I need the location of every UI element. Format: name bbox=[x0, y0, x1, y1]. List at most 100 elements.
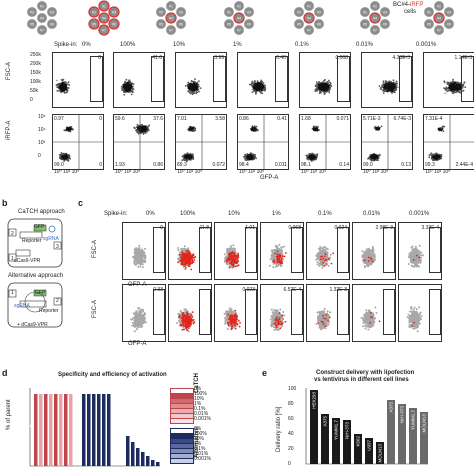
event-dot bbox=[372, 155, 375, 158]
event-dot bbox=[450, 84, 453, 87]
event-dot bbox=[248, 157, 251, 160]
cell-label: #3 bbox=[247, 11, 251, 15]
event-dot bbox=[57, 83, 60, 85]
cell-label: #3 bbox=[317, 11, 321, 15]
event-dot bbox=[309, 155, 311, 158]
gate-value: 0.068 bbox=[335, 55, 348, 61]
event-dot bbox=[229, 249, 232, 252]
event-dot bbox=[139, 252, 142, 255]
event-dot bbox=[131, 90, 134, 93]
cell-circle bbox=[243, 6, 255, 18]
event-dot bbox=[433, 156, 436, 159]
event-dot bbox=[134, 250, 137, 252]
event-dot bbox=[247, 156, 249, 158]
event-dot bbox=[143, 131, 145, 134]
event-dot bbox=[325, 83, 328, 86]
event-dot bbox=[189, 260, 192, 263]
flow-plot-fsc: 0.068 bbox=[299, 52, 351, 108]
event-dot bbox=[253, 129, 255, 131]
quadrant-value-ll: 99.3 bbox=[425, 162, 435, 168]
gate-box bbox=[199, 227, 211, 273]
event-dot bbox=[442, 125, 445, 128]
cell-label: #1 bbox=[437, 5, 441, 9]
cell-label: #3 bbox=[447, 11, 451, 15]
alt-step-1: 1 bbox=[11, 290, 14, 296]
event-dot bbox=[125, 78, 128, 81]
event-dot bbox=[322, 83, 324, 85]
event-dot bbox=[435, 157, 438, 160]
event-dot bbox=[447, 83, 450, 86]
ytick-fsc: 150k bbox=[30, 70, 41, 76]
event-dot bbox=[432, 153, 434, 156]
event-dot bbox=[259, 82, 262, 85]
gate-value: 11.8 bbox=[199, 225, 209, 231]
cell-label: #3 bbox=[179, 11, 183, 15]
event-dot bbox=[68, 129, 71, 131]
event-dot bbox=[232, 249, 235, 252]
event-dot bbox=[382, 80, 385, 83]
event-dot bbox=[234, 249, 237, 252]
event-dot bbox=[184, 253, 186, 255]
event-dot bbox=[191, 126, 194, 129]
cell-circle bbox=[233, 12, 245, 24]
event-dot bbox=[195, 92, 197, 95]
event-dot bbox=[315, 81, 318, 84]
event-dot bbox=[144, 261, 147, 263]
event-dot bbox=[319, 86, 322, 89]
event-dot bbox=[184, 257, 187, 260]
cell-label: #6 bbox=[447, 23, 451, 27]
spike-in-value: 0% bbox=[82, 42, 91, 48]
cell-label: #2 bbox=[297, 11, 301, 15]
event-dot bbox=[380, 125, 383, 128]
event-dot bbox=[72, 128, 74, 131]
event-dot bbox=[251, 82, 254, 85]
cell-circle bbox=[443, 18, 455, 30]
event-dot bbox=[227, 253, 230, 256]
event-dot bbox=[236, 264, 239, 267]
event-dot bbox=[66, 91, 69, 93]
event-dot bbox=[62, 78, 65, 81]
event-dot bbox=[137, 251, 140, 254]
cell-circle bbox=[303, 12, 315, 24]
cell-label: #5 bbox=[363, 23, 367, 27]
event-dot bbox=[143, 127, 145, 130]
flow-plot-irfp: 7.01 3.58 89.3 0.072 bbox=[175, 114, 227, 170]
event-dot bbox=[316, 154, 319, 157]
cell-label: #2 bbox=[30, 11, 34, 15]
flow-plot-fsc: 41.6 bbox=[113, 52, 165, 108]
event-dot bbox=[198, 80, 200, 82]
quadrant-value-lr: 0.86 bbox=[153, 162, 163, 168]
event-dot bbox=[252, 85, 255, 88]
event-dot bbox=[192, 91, 195, 94]
xtick-gfp: 10⁰ 10³ 10⁵ bbox=[177, 169, 203, 175]
quadrant-value-ur: 0.071 bbox=[336, 116, 349, 122]
event-dot bbox=[190, 268, 193, 271]
alt-gfp-label: GFP bbox=[35, 290, 46, 296]
cell-circle bbox=[379, 18, 391, 30]
event-dot bbox=[180, 254, 183, 256]
flow-plot-c: 0 bbox=[122, 222, 166, 280]
event-dot bbox=[191, 257, 194, 259]
xtick-gfp: 10⁰ 10³ 10⁵ bbox=[54, 169, 80, 175]
event-dot bbox=[187, 250, 190, 253]
event-dot bbox=[453, 91, 456, 94]
cell-label: #5 bbox=[427, 23, 431, 27]
cell-label: #5 bbox=[92, 23, 96, 27]
event-dot bbox=[130, 85, 133, 88]
event-dot bbox=[318, 83, 321, 86]
flow-plot-irfp: 1.68 0.071 98.1 0.14 bbox=[299, 114, 351, 170]
event-dot bbox=[61, 88, 64, 90]
event-dot bbox=[122, 89, 125, 91]
xtick-gfp: 10⁰ 10³ 10⁵ bbox=[363, 169, 389, 175]
spike-in-value: 1% bbox=[233, 42, 242, 48]
event-dot bbox=[138, 257, 141, 260]
event-dot bbox=[448, 88, 451, 91]
cell-circle bbox=[223, 18, 235, 30]
flow-plot-c: 11.8 bbox=[168, 222, 212, 280]
event-dot bbox=[458, 83, 461, 86]
event-dot bbox=[228, 266, 231, 269]
event-dot bbox=[374, 155, 376, 158]
event-dot bbox=[430, 154, 433, 157]
event-dot bbox=[193, 88, 195, 91]
event-dot bbox=[430, 152, 432, 155]
